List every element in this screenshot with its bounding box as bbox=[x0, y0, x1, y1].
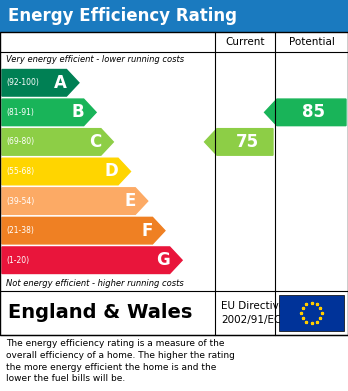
Polygon shape bbox=[2, 217, 165, 244]
Text: Potential: Potential bbox=[288, 37, 334, 47]
Polygon shape bbox=[2, 188, 148, 214]
Polygon shape bbox=[205, 129, 273, 155]
Polygon shape bbox=[2, 99, 96, 126]
Text: A: A bbox=[54, 74, 67, 92]
Text: Not energy efficient - higher running costs: Not energy efficient - higher running co… bbox=[6, 278, 184, 287]
Text: (21-38): (21-38) bbox=[6, 226, 34, 235]
Text: (69-80): (69-80) bbox=[6, 137, 34, 146]
Text: (1-20): (1-20) bbox=[6, 256, 29, 265]
Bar bbox=[279, 295, 344, 331]
Polygon shape bbox=[2, 158, 130, 185]
Text: E: E bbox=[125, 192, 136, 210]
Text: (55-68): (55-68) bbox=[6, 167, 34, 176]
Text: (81-91): (81-91) bbox=[6, 108, 34, 117]
Text: B: B bbox=[72, 103, 84, 121]
Polygon shape bbox=[2, 70, 79, 96]
Polygon shape bbox=[2, 129, 113, 155]
Bar bbox=[0, 0, 348, 32]
Text: EU Directive
2002/91/EC: EU Directive 2002/91/EC bbox=[221, 301, 285, 325]
Text: G: G bbox=[157, 251, 170, 269]
Polygon shape bbox=[2, 247, 182, 273]
Bar bbox=[0, 32, 348, 335]
Text: D: D bbox=[105, 163, 119, 181]
Text: Very energy efficient - lower running costs: Very energy efficient - lower running co… bbox=[6, 56, 184, 65]
Text: 75: 75 bbox=[236, 133, 259, 151]
Text: England & Wales: England & Wales bbox=[8, 303, 192, 323]
Text: F: F bbox=[142, 222, 153, 240]
Text: Current: Current bbox=[225, 37, 265, 47]
Text: 85: 85 bbox=[302, 103, 325, 121]
Text: The energy efficiency rating is a measure of the
overall efficiency of a home. T: The energy efficiency rating is a measur… bbox=[6, 339, 235, 384]
Text: C: C bbox=[89, 133, 102, 151]
Polygon shape bbox=[264, 99, 346, 126]
Text: (39-54): (39-54) bbox=[6, 197, 34, 206]
Text: (92-100): (92-100) bbox=[6, 78, 39, 87]
Text: Energy Efficiency Rating: Energy Efficiency Rating bbox=[8, 7, 237, 25]
